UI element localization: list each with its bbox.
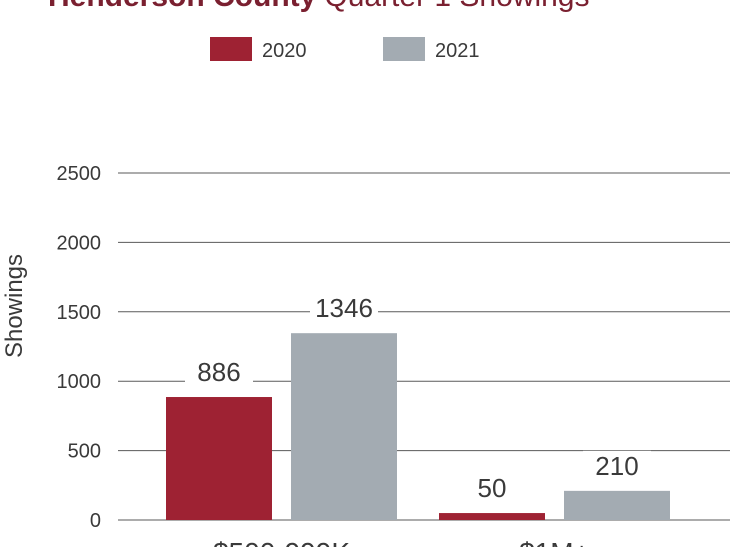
x-category-label: $1M+ bbox=[519, 537, 590, 547]
chart-title-bold: Henderson County bbox=[48, 0, 317, 13]
bar-2020-0 bbox=[166, 397, 272, 520]
x-axis-categories: $500-999K $1M+ bbox=[213, 537, 590, 547]
data-label-backing bbox=[310, 293, 378, 326]
bars bbox=[166, 333, 670, 520]
data-label-2021-1: 210 bbox=[595, 451, 638, 481]
x-category-label: $500-999K bbox=[213, 537, 350, 547]
y-tick-label: 0 bbox=[90, 510, 101, 532]
y-tick-label: 2500 bbox=[57, 163, 102, 185]
legend-swatch-2021 bbox=[383, 37, 425, 61]
legend: 2020 2021 bbox=[210, 37, 480, 62]
data-label-backing bbox=[185, 357, 253, 390]
chart-title: Henderson County Quarter 1 Showings bbox=[48, 0, 590, 13]
data-label-backing bbox=[583, 450, 651, 483]
y-tick-label: 2000 bbox=[57, 232, 102, 254]
y-tick-label: 1000 bbox=[57, 371, 102, 393]
bar-2021-1 bbox=[564, 490, 670, 520]
data-label-backing bbox=[458, 473, 526, 506]
chart-title-light: Quarter 1 Showings bbox=[324, 0, 589, 13]
y-axis-label: Showings bbox=[1, 254, 28, 358]
data-label-2021-0: 1346 bbox=[315, 293, 373, 323]
data-labels: 886 1346 50 210 bbox=[185, 293, 651, 506]
bar-2021-0 bbox=[291, 333, 397, 520]
y-axis-ticks: 0 500 1000 1500 2000 2500 bbox=[57, 163, 102, 532]
data-label-2020-1: 50 bbox=[478, 473, 507, 503]
bar-2020-1 bbox=[439, 513, 545, 520]
data-label-2020-0: 886 bbox=[197, 357, 240, 387]
y-tick-label: 1500 bbox=[57, 302, 102, 324]
legend-label-2020: 2020 bbox=[262, 40, 307, 62]
legend-swatch-2020 bbox=[210, 37, 252, 61]
y-tick-label: 500 bbox=[68, 441, 101, 463]
legend-label-2021: 2021 bbox=[435, 40, 480, 62]
